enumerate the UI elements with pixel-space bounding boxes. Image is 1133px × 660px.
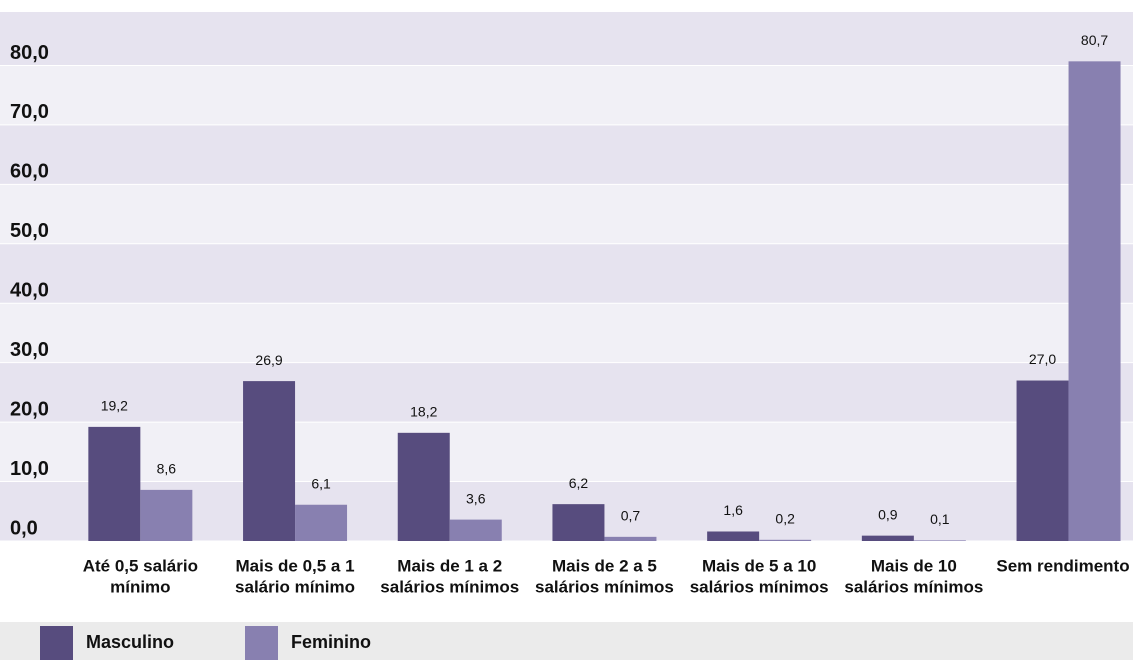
x-tick-label: Até 0,5 salário — [83, 556, 198, 575]
bar — [1016, 380, 1069, 541]
value-label: 0,9 — [878, 506, 898, 522]
bar — [88, 426, 141, 541]
legend-swatch — [40, 626, 73, 660]
bar — [243, 381, 296, 541]
value-label: 6,2 — [569, 475, 589, 491]
grid-band — [0, 124, 1133, 185]
x-tick-label: salários mínimos — [380, 577, 519, 596]
x-tick-label: mínimo — [110, 577, 170, 596]
value-label: 26,9 — [255, 352, 282, 368]
x-tick-label: Mais de 5 a 10 — [702, 556, 816, 575]
x-tick-label: Mais de 10 — [871, 556, 957, 575]
grid-band — [0, 362, 1133, 423]
x-tick-label: Mais de 1 a 2 — [397, 556, 502, 575]
value-label: 19,2 — [101, 398, 128, 414]
value-label: 3,6 — [466, 490, 486, 506]
bar — [604, 536, 657, 541]
grid-band — [0, 422, 1133, 482]
value-label: 1,6 — [723, 502, 743, 518]
bar — [913, 540, 966, 541]
y-tick-label: 30,0 — [10, 339, 49, 361]
y-tick-label: 40,0 — [10, 280, 49, 302]
y-tick-label: 70,0 — [10, 101, 49, 123]
x-tick-label: Mais de 2 a 5 — [552, 556, 657, 575]
bar — [552, 504, 605, 541]
x-tick-label: Sem rendimento — [996, 556, 1129, 575]
grid-band — [0, 184, 1133, 244]
bar — [707, 531, 760, 541]
x-tick-label: salário mínimo — [235, 577, 355, 596]
y-tick-label: 80,0 — [10, 42, 49, 64]
legend-label: Masculino — [86, 632, 174, 652]
bar — [140, 489, 193, 541]
grid-band — [0, 65, 1133, 125]
bar — [861, 535, 914, 541]
grid-band — [0, 303, 1133, 363]
value-label: 18,2 — [410, 404, 437, 420]
grid-band — [0, 243, 1133, 304]
y-tick-label: 50,0 — [10, 220, 49, 242]
x-tick-label: Mais de 0,5 a 1 — [236, 556, 355, 575]
value-label: 6,1 — [311, 475, 331, 491]
value-label: 8,6 — [157, 461, 177, 477]
legend-background — [0, 622, 1133, 660]
x-tick-label: salários mínimos — [690, 577, 829, 596]
y-tick-label: 10,0 — [10, 458, 49, 480]
y-tick-label: 0,0 — [10, 517, 38, 539]
grid-band — [0, 12, 1133, 66]
bar — [759, 539, 812, 541]
bar — [1068, 61, 1121, 541]
value-label: 0,7 — [621, 508, 641, 524]
y-tick-label: 20,0 — [10, 398, 49, 420]
x-tick-label: salários mínimos — [535, 577, 674, 596]
value-label: 27,0 — [1029, 351, 1056, 367]
value-label: 80,7 — [1081, 32, 1108, 48]
bar — [295, 504, 348, 541]
y-tick-label: 60,0 — [10, 161, 49, 183]
bar — [397, 432, 450, 541]
value-label: 0,1 — [930, 511, 950, 527]
bar — [449, 519, 502, 541]
legend-label: Feminino — [291, 632, 371, 652]
value-label: 0,2 — [775, 511, 795, 527]
legend-swatch — [245, 626, 278, 660]
x-tick-label: salários mínimos — [844, 577, 983, 596]
